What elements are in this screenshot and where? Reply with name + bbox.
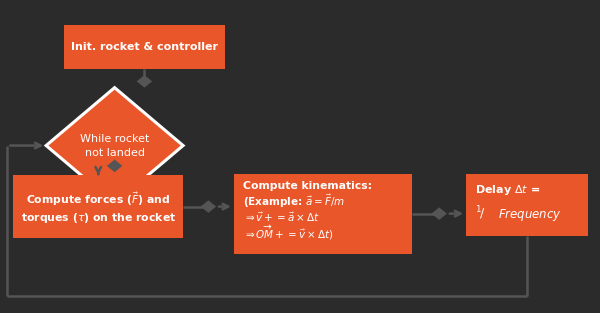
Text: $\Rightarrow\vec{v}+=\vec{a}\times\Delta t$: $\Rightarrow\vec{v}+=\vec{a}\times\Delta… <box>242 210 320 224</box>
Polygon shape <box>431 207 447 220</box>
Text: While rocket
not landed: While rocket not landed <box>80 134 149 157</box>
Polygon shape <box>46 88 183 203</box>
Text: Compute forces ($\vec{F}$) and: Compute forces ($\vec{F}$) and <box>26 190 170 208</box>
Polygon shape <box>200 200 216 213</box>
Text: $^1\!/$: $^1\!/$ <box>475 204 485 222</box>
Text: torques ($\tau$) on the rocket: torques ($\tau$) on the rocket <box>20 211 176 224</box>
Text: Compute kinematics:: Compute kinematics: <box>242 181 372 191</box>
FancyBboxPatch shape <box>64 25 225 69</box>
FancyBboxPatch shape <box>234 174 412 254</box>
Text: Init. rocket & controller: Init. rocket & controller <box>71 42 218 52</box>
FancyBboxPatch shape <box>13 175 183 238</box>
FancyBboxPatch shape <box>466 174 588 236</box>
Text: (Example: $\vec{a}=\vec{F}/m$: (Example: $\vec{a}=\vec{F}/m$ <box>242 192 345 210</box>
Polygon shape <box>137 75 152 88</box>
Text: Delay $\Delta t$ =: Delay $\Delta t$ = <box>475 183 540 197</box>
Text: $\mathit{Frequency}$: $\mathit{Frequency}$ <box>497 207 562 223</box>
Polygon shape <box>107 160 122 172</box>
Text: $\Rightarrow\overrightarrow{OM}+=\vec{v}\times\Delta t)$: $\Rightarrow\overrightarrow{OM}+=\vec{v}… <box>242 223 333 242</box>
